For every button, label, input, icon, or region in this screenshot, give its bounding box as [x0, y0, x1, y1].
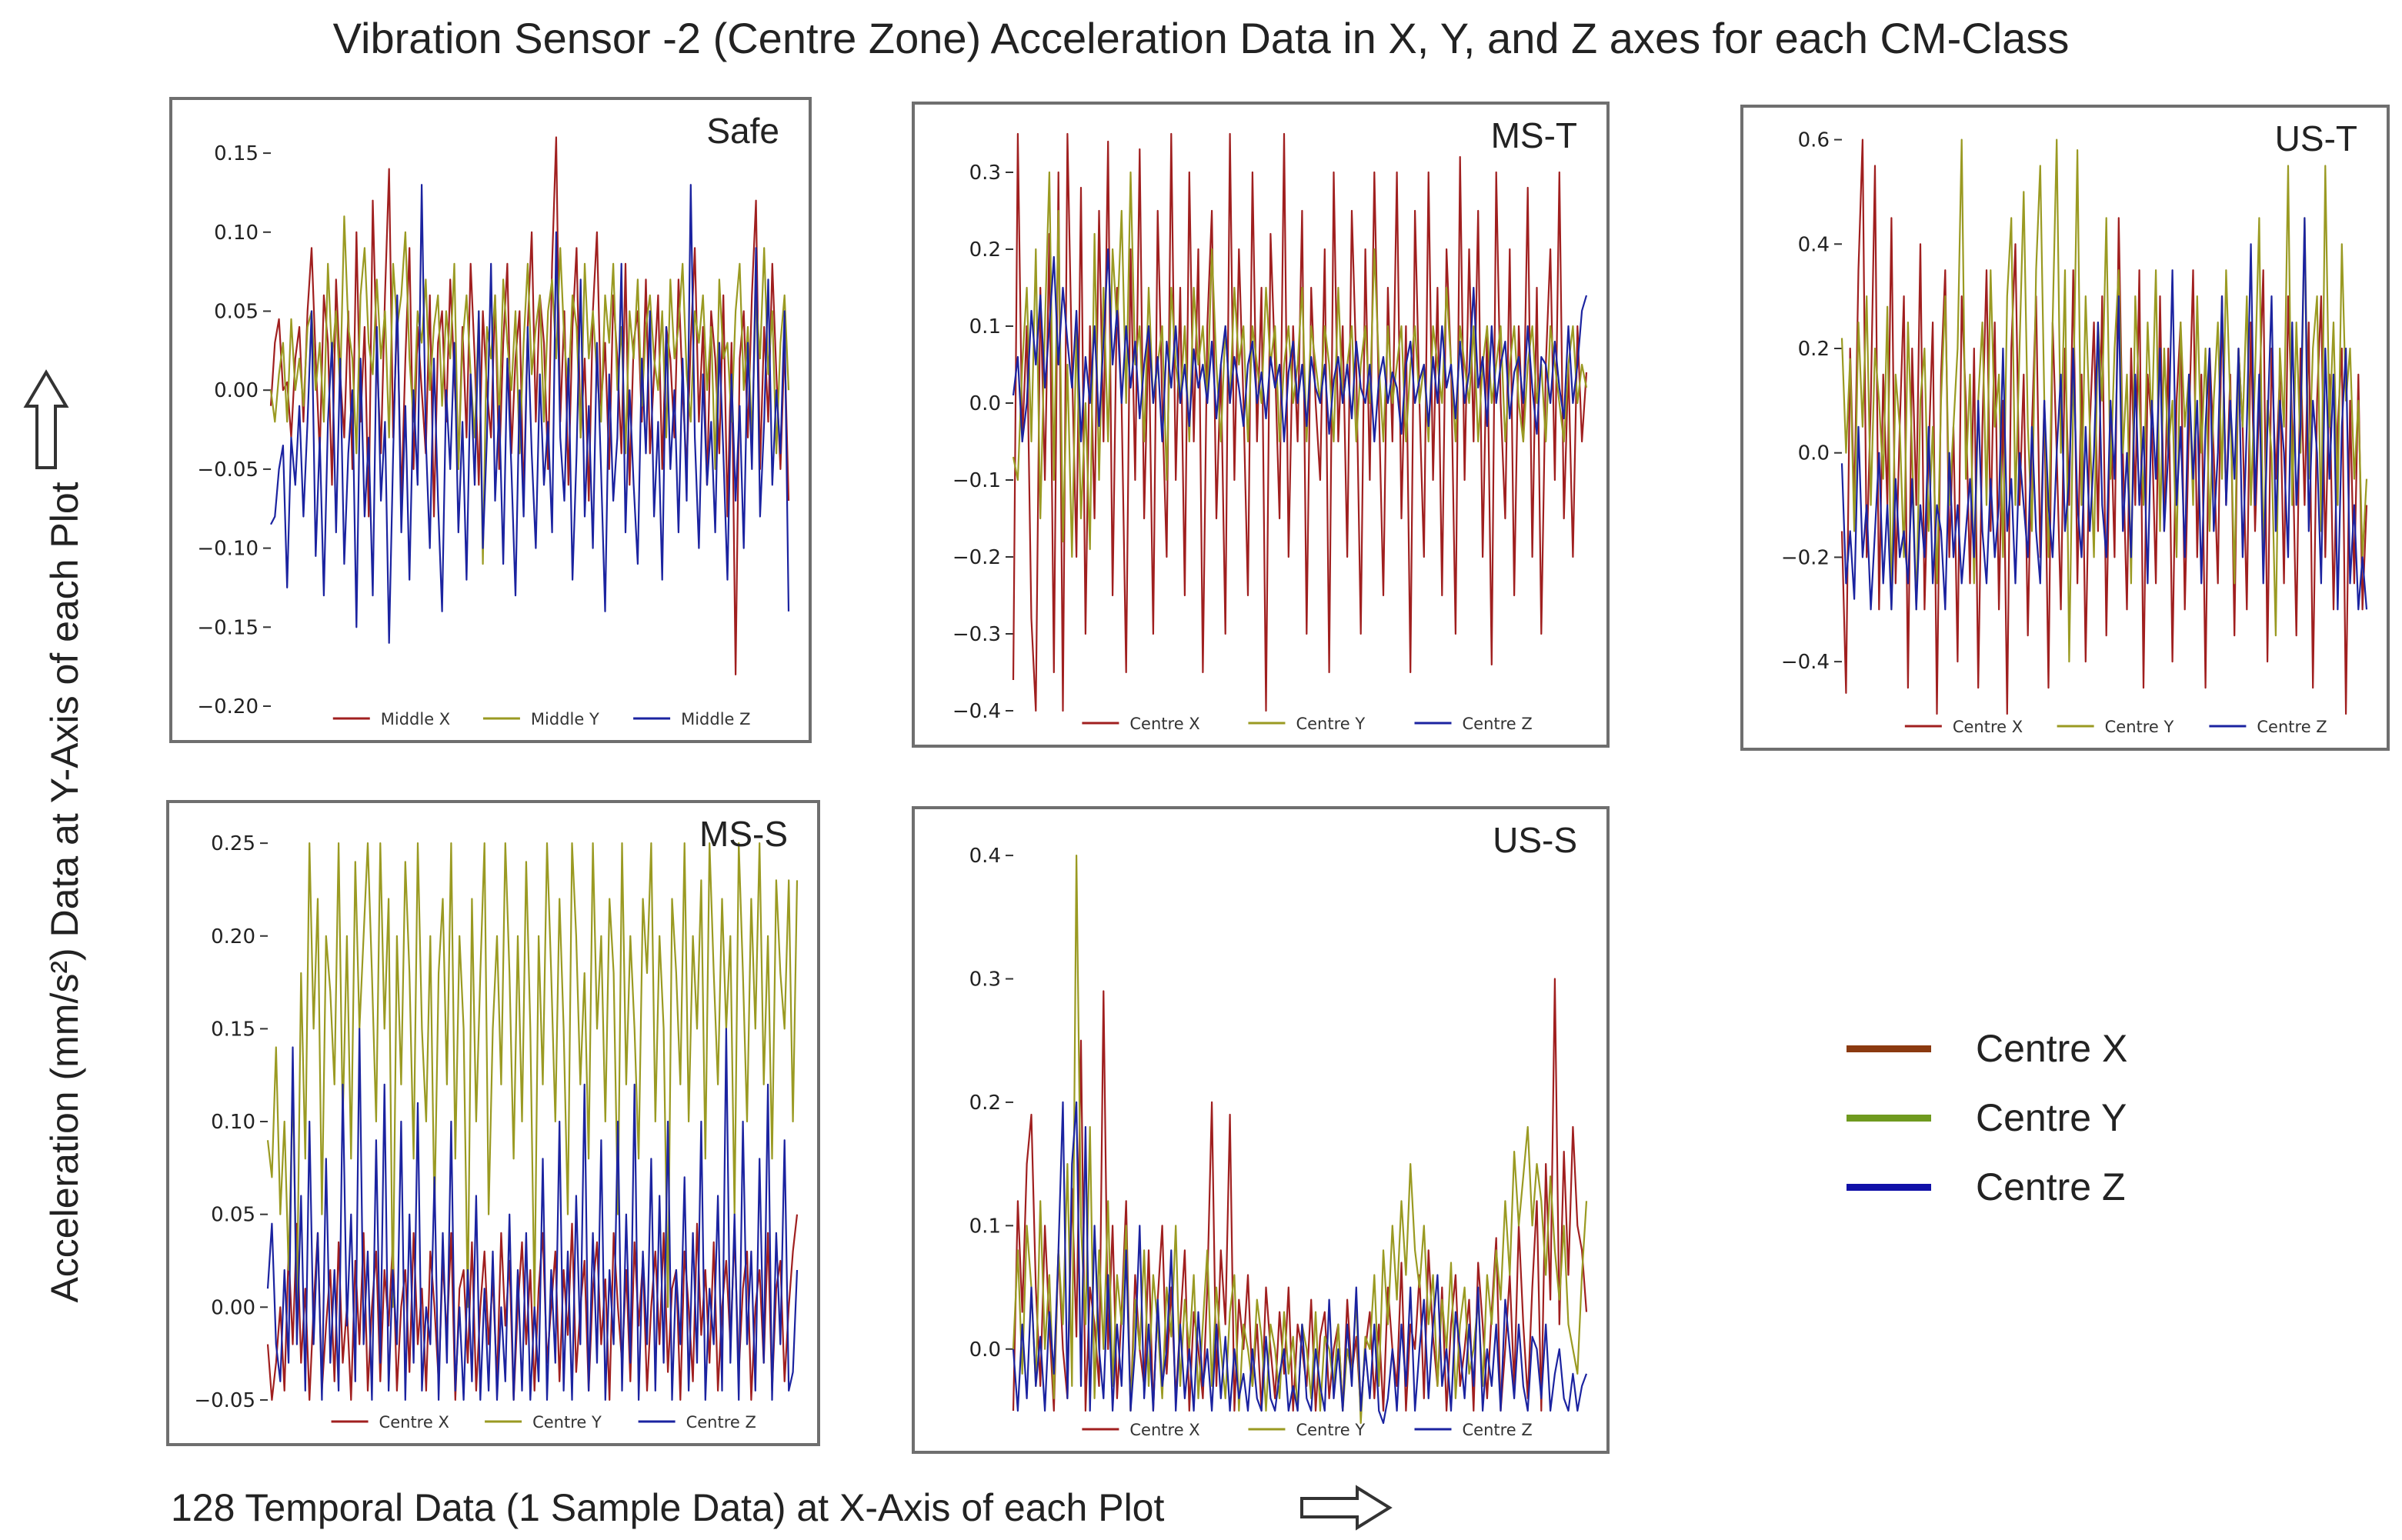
figure-legend-item-centre-z: Centre Z [1847, 1152, 2231, 1222]
legend-label-centre-z: Centre Z [1976, 1165, 2126, 1208]
legend-label: Centre Y [1296, 715, 1365, 733]
series-line-middle-y [269, 215, 790, 565]
series-line-centre-y [1840, 138, 2368, 663]
y-tick-label: 0.10 [211, 1111, 255, 1134]
y-tick-label: 0.4 [969, 845, 1001, 868]
y-tick-label: 0.15 [214, 142, 259, 165]
y-tick-label: 0.3 [969, 162, 1001, 185]
y-axis-label: Acceleration (mm/s²) Data at Y-Axis of e… [43, 482, 86, 1303]
series-line-centre-z [1012, 1101, 1588, 1425]
chart-panel-safe: 0.15 0.10 0.05 0.00 −0.05 −0.10 −0.15 −0.20 Safe… [169, 97, 812, 743]
chart-svg-us-t: 0.6 0.4 0.2 0.0 −0.2 −0.4 US-T Centre X Centre Y… [1781, 118, 2368, 736]
y-tick-label: 0.0 [969, 1338, 1001, 1362]
class-label: MS-S [699, 814, 788, 854]
x-axis-arrow-icon [1300, 1485, 1393, 1531]
y-tick-label: 0.1 [969, 315, 1001, 338]
y-axis-arrow-icon [23, 369, 69, 469]
chart-svg-ms-t: 0.3 0.2 0.1 0.0 −0.1 −0.2 −0.3 −0.4 MS-T Centre X… [952, 115, 1588, 733]
legend-swatch-centre-y [1847, 1114, 1931, 1122]
y-tick-label: −0.2 [1781, 546, 1830, 569]
legend-label: Centre X [1953, 718, 2023, 736]
series-line-centre-z [1840, 217, 2368, 611]
chart-svg-ms-s: 0.25 0.20 0.15 0.10 0.05 0.00 −0.05 MS-S Centre … [194, 814, 799, 1432]
legend-swatch-centre-z [1847, 1183, 1931, 1191]
legend-label: Centre X [379, 1413, 449, 1432]
series-line-centre-x [1012, 978, 1588, 1412]
figure-legend: Centre X Centre Y Centre Z [1847, 1014, 2231, 1222]
y-tick-label: 0.00 [211, 1296, 255, 1319]
legend-label: Centre Y [1296, 1421, 1365, 1439]
chart-panel-ms-t: 0.3 0.2 0.1 0.0 −0.1 −0.2 −0.3 −0.4 MS-T Centre X… [912, 102, 1610, 748]
y-tick-label: 0.00 [214, 379, 259, 402]
y-tick-label: 0.10 [214, 222, 259, 245]
legend-label: Centre Y [532, 1413, 602, 1432]
y-tick-label: 0.0 [1798, 442, 1830, 465]
y-tick-label: 0.1 [969, 1215, 1001, 1238]
figure-legend-item-centre-y: Centre Y [1847, 1083, 2231, 1152]
figure-title: Vibration Sensor -2 (Centre Zone) Accele… [332, 14, 2070, 62]
chart-svg-us-s: 0.4 0.3 0.2 0.1 0.0 US-S Centre X Centre Y Centr… [969, 820, 1588, 1439]
legend-label: Middle Y [531, 710, 599, 728]
y-tick-label: −0.1 [952, 469, 1001, 492]
y-tick-label: 0.15 [211, 1018, 255, 1041]
chart-panel-us-t: 0.6 0.4 0.2 0.0 −0.2 −0.4 US-T Centre X Centre Y… [1740, 105, 2390, 751]
series-line-centre-y [1012, 171, 1588, 558]
y-tick-label: −0.20 [197, 695, 259, 718]
y-tick-label: −0.3 [952, 623, 1001, 646]
y-tick-label: 0.2 [969, 1092, 1001, 1115]
y-tick-label: 0.0 [969, 392, 1001, 415]
y-tick-label: 0.2 [1798, 338, 1830, 361]
class-label: MS-T [1491, 115, 1577, 155]
y-tick-label: 0.20 [211, 925, 255, 948]
y-tick-label: 0.2 [969, 238, 1001, 262]
legend-label-centre-y: Centre Y [1976, 1096, 2127, 1139]
series-line-centre-y [266, 842, 799, 1308]
y-tick-label: 0.6 [1798, 129, 1830, 152]
legend-swatch-centre-x [1847, 1045, 1931, 1052]
legend-label: Centre Z [1463, 1421, 1533, 1439]
chart-panel-us-s: 0.4 0.3 0.2 0.1 0.0 US-S Centre X Centre Y Centr… [912, 806, 1610, 1454]
chart-svg-safe: 0.15 0.10 0.05 0.00 −0.05 −0.10 −0.15 −0.20 Safe… [197, 111, 790, 728]
y-tick-label: −0.05 [194, 1389, 255, 1412]
chart-panel-ms-s: 0.25 0.20 0.15 0.10 0.05 0.00 −0.05 MS-S Centre … [166, 800, 820, 1446]
y-tick-label: −0.4 [1781, 651, 1830, 674]
legend-label: Centre X [1129, 715, 1199, 733]
class-label: US-T [2275, 118, 2357, 158]
series-line-middle-x [269, 136, 790, 676]
y-tick-label: 0.3 [969, 968, 1001, 992]
y-tick-label: −0.05 [197, 458, 259, 482]
y-tick-label: −0.15 [197, 616, 259, 639]
figure-legend-item-centre-x: Centre X [1847, 1014, 2231, 1083]
series-line-centre-z [266, 1028, 799, 1402]
class-label: US-S [1493, 820, 1577, 860]
y-tick-label: 0.05 [211, 1204, 255, 1227]
legend-label: Centre Z [2257, 718, 2327, 736]
y-tick-label: 0.05 [214, 300, 259, 323]
y-tick-label: −0.4 [952, 700, 1001, 723]
legend-label: Centre Y [2105, 718, 2174, 736]
series-line-middle-z [270, 184, 790, 644]
legend-label-centre-x: Centre X [1976, 1027, 2128, 1070]
legend-label: Centre Z [686, 1413, 756, 1432]
y-tick-label: 0.4 [1798, 233, 1830, 256]
legend-label: Centre X [1129, 1421, 1199, 1439]
legend-label: Middle X [381, 710, 450, 728]
y-tick-label: −0.2 [952, 546, 1001, 569]
series-line-centre-z [1012, 248, 1588, 443]
class-label: Safe [706, 111, 779, 151]
x-axis-label: 128 Temporal Data (1 Sample Data) at X-A… [171, 1486, 1165, 1529]
legend-label: Centre Z [1463, 715, 1533, 733]
y-tick-label: 0.25 [211, 832, 255, 855]
y-tick-label: −0.10 [197, 538, 259, 561]
legend-label: Middle Z [681, 710, 750, 728]
